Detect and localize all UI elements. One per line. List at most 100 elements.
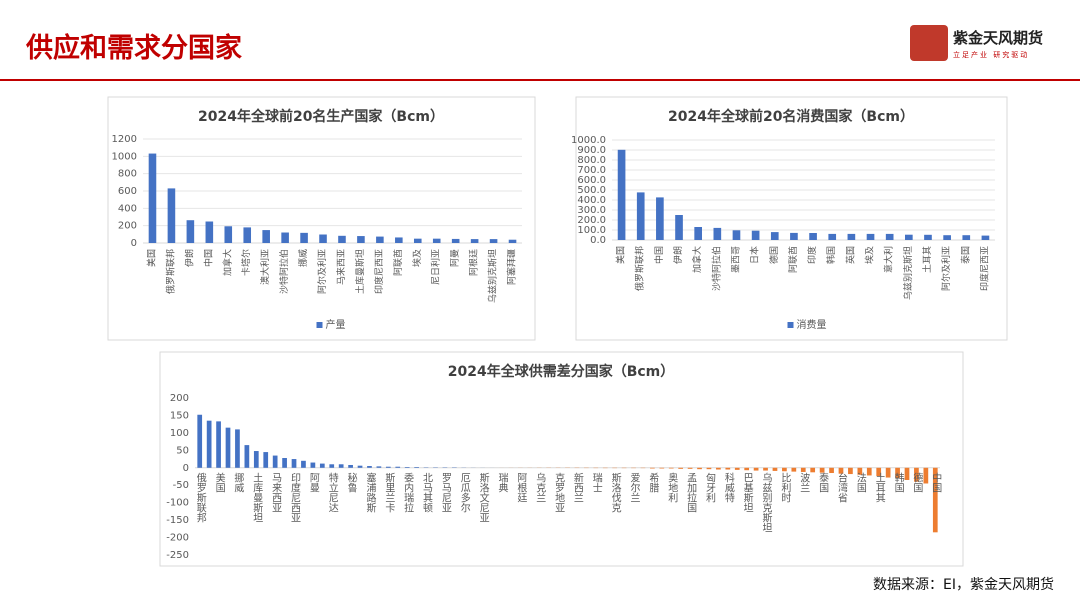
y-tick-label: 50 (176, 445, 189, 456)
x-tick-label: 俄罗斯联邦 (634, 246, 646, 291)
y-tick-label: -100 (166, 498, 189, 509)
legend-swatch (316, 322, 323, 328)
legend-swatch (787, 322, 794, 328)
y-tick-label: 0 (131, 238, 137, 249)
x-tick-label: 墨西哥 (730, 246, 741, 273)
x-tick-label: 乌兹别克斯坦 (487, 249, 499, 303)
x-tick-label: 希腊 (647, 472, 659, 494)
bar (348, 464, 353, 468)
bar (772, 467, 778, 471)
x-tick-label: 孟加拉国 (685, 473, 697, 514)
bar (432, 238, 441, 243)
bar (678, 467, 684, 469)
x-tick-label: 厄瓜多尔 (458, 473, 470, 513)
bar (848, 467, 853, 475)
x-tick-label: 印度尼西亚 (373, 249, 385, 294)
bar (357, 236, 365, 243)
bar (206, 420, 212, 468)
brand: 紫金天风期货 (953, 29, 1044, 47)
bar (857, 467, 863, 475)
x-tick-label: 尼日利亚 (430, 249, 442, 285)
bar (782, 467, 787, 472)
bar (148, 153, 157, 243)
x-tick-label: 中国 (653, 246, 665, 264)
bar (904, 467, 910, 480)
bar (617, 149, 626, 240)
bar (763, 467, 768, 471)
bar (770, 232, 779, 240)
bar (376, 466, 382, 468)
bar (962, 235, 971, 240)
x-tick-label: 特立尼达 (326, 473, 338, 513)
bar (751, 230, 760, 240)
y-tick-label: 800.0 (577, 155, 606, 166)
bar (697, 467, 702, 470)
bar (262, 230, 270, 243)
bar (819, 467, 825, 473)
bar (885, 467, 891, 478)
x-tick-label: 日本 (749, 246, 761, 264)
x-tick-label: 法国 (854, 472, 866, 494)
bar (404, 467, 410, 468)
bar (489, 239, 498, 243)
x-tick-label: 挪威 (297, 249, 309, 267)
x-tick-label: 土库曼斯坦 (354, 249, 366, 294)
x-tick-label: 加拿大 (691, 246, 703, 273)
bar (838, 467, 844, 474)
bar (636, 192, 645, 240)
x-tick-label: 埃及 (864, 246, 876, 264)
y-tick-label: 500.0 (577, 185, 606, 196)
bar (508, 239, 517, 243)
bar (319, 463, 325, 468)
x-tick-label: 卡塔尔 (240, 249, 252, 276)
x-tick-label: 阿联酋 (392, 249, 404, 276)
bar (800, 467, 806, 472)
x-tick-label: 科威特 (722, 472, 734, 503)
y-tick-label: 600 (118, 186, 137, 197)
bar (205, 221, 214, 243)
bar (828, 233, 837, 240)
bar (413, 238, 422, 243)
x-tick-label: 美国 (615, 246, 627, 264)
x-tick-label: 沙特阿拉伯 (278, 249, 290, 294)
bar (753, 467, 759, 471)
x-tick-label: 阿尔及利亚 (316, 249, 328, 294)
x-tick-label: 斯洛文尼亚 (477, 472, 489, 523)
bar (310, 462, 316, 468)
y-tick-label: -250 (166, 550, 189, 561)
bar (272, 455, 278, 468)
bar (235, 429, 240, 468)
x-tick-label: 阿根廷 (468, 249, 480, 276)
x-tick-label: 罗马尼亚 (439, 473, 451, 513)
bar (810, 467, 816, 473)
bar (470, 239, 479, 243)
bar (932, 467, 938, 533)
bar (367, 466, 372, 468)
x-tick-label: 爱尔兰 (628, 472, 640, 503)
y-tick-label: 200.0 (577, 215, 606, 226)
x-tick-label: 马来西亚 (270, 473, 282, 513)
bar (716, 467, 721, 470)
y-tick-label: 0.0 (590, 235, 606, 246)
y-tick-label: 1200 (112, 134, 137, 145)
x-tick-label: 伊朗 (672, 246, 684, 264)
x-tick-label: 中国 (930, 472, 942, 494)
y-tick-label: 1000.0 (571, 135, 606, 146)
x-tick-label: 土库曼斯坦 (251, 472, 263, 523)
chart-title: 2024年全球供需差分国家（Bcm） (448, 363, 675, 380)
y-tick-label: 400.0 (577, 195, 606, 206)
bar (829, 467, 834, 474)
y-tick-label: 400 (118, 203, 137, 214)
y-tick-label: 300.0 (577, 205, 606, 216)
y-tick-label: 200 (170, 393, 189, 404)
bar (357, 465, 363, 468)
y-tick-label: 800 (118, 169, 137, 180)
x-tick-label: 瑞士 (590, 473, 602, 493)
bar (790, 232, 798, 240)
x-tick-label: 印度尼西亚 (978, 246, 990, 291)
bar (376, 236, 384, 243)
logo (910, 25, 948, 61)
x-tick-label: 波兰 (798, 472, 810, 493)
bar (885, 233, 894, 240)
